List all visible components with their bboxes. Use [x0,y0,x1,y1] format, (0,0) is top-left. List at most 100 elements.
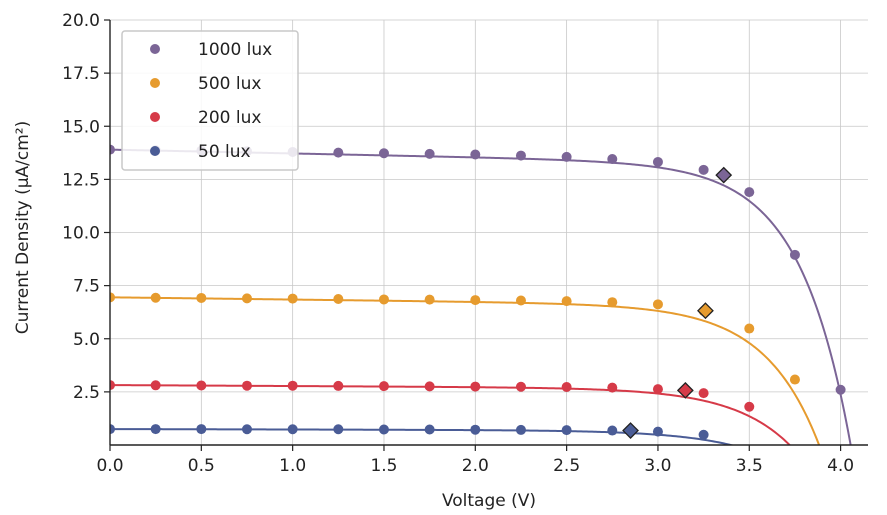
x-tick-label: 1.5 [370,456,397,476]
grid [109,19,868,445]
data-point [789,249,800,260]
legend-label-2: 200 lux [198,108,261,128]
data-point [378,294,389,305]
data-point [196,292,207,303]
y-tick-label: 17.5 [62,64,100,84]
legend: 1000 lux 500 lux 200 lux 50 lux [121,30,299,171]
y-tick-label: 15.0 [62,117,100,137]
data-point [424,381,435,392]
data-point [835,384,846,395]
data-point [241,293,252,304]
x-tick-label: 4.0 [827,456,854,476]
data-point [470,381,481,392]
legend-marker-3 [150,146,160,156]
x-tick-label: 2.5 [553,456,580,476]
data-point [196,380,207,391]
legend-box [121,30,299,171]
x-axis-label: Voltage (V) [442,491,536,511]
x-tick-label: 1.0 [279,456,306,476]
y-tick-label: 2.5 [73,383,100,403]
fit-curves [110,148,852,445]
data-point [744,187,755,198]
x-tick-labels: 0.0 0.5 1.0 1.5 2.0 2.5 3.0 3.5 4.0 [96,445,854,476]
data-point [378,148,389,159]
data-point [110,144,115,155]
y-tick-label: 5.0 [73,330,100,350]
x-tick-label: 2.0 [462,456,489,476]
data-point [561,381,572,392]
data-point [652,426,663,437]
x-tick-label: 0.5 [188,456,215,476]
data-point [333,424,344,435]
data-point [196,424,207,435]
data-point [333,294,344,305]
legend-label-1: 500 lux [198,74,261,94]
fit-curve-3 [110,428,735,445]
data-point [110,292,115,303]
data-point [287,380,298,391]
data-point [789,374,800,385]
mpp-marker-2 [676,381,694,399]
data-point [515,150,526,161]
data-point [744,323,755,334]
mpp-marker-1 [697,302,714,320]
data-point [607,297,618,308]
data-point [378,424,389,435]
fit-curve-0 [110,148,852,445]
data-point [744,401,755,412]
data-point [287,293,298,304]
data-point [561,425,572,436]
data-point [607,425,618,436]
data-point [698,388,709,399]
fit-curve-1 [110,296,821,445]
data-point [150,424,161,435]
data-point [241,424,252,435]
mpp-marker-3 [622,422,639,439]
data-point [241,380,252,391]
data-point [333,147,344,158]
legend-label-0: 1000 lux [198,40,272,60]
data-point [424,424,435,435]
fit-curve-2 [110,384,792,445]
x-tick-label: 3.5 [736,456,763,476]
data-point [698,164,709,175]
data-point [561,296,572,307]
y-tick-label: 7.5 [73,277,100,297]
x-tick-label: 3.0 [644,456,671,476]
data-point [150,380,161,391]
data-point [607,382,618,393]
y-axis-label: Current Density (µA/cm²) [13,121,33,334]
data-point [424,294,435,305]
data-point [378,381,389,392]
data-point [607,153,618,164]
legend-marker-2 [150,112,160,122]
y-tick-labels: 2.5 5.0 7.5 10.0 12.5 15.0 17.5 20.0 [62,11,110,403]
data-point [470,295,481,306]
data-point [515,295,526,306]
data-point [424,148,435,159]
data-point [652,384,663,395]
data-point [110,424,115,435]
data-point [561,151,572,162]
data-point [470,149,481,160]
data-point [287,424,298,435]
data-point [515,381,526,392]
data-point [333,380,344,391]
y-tick-label: 12.5 [62,170,100,190]
max-power-points [622,166,733,439]
data-point [470,424,481,435]
mpp-marker-0 [715,166,733,184]
legend-marker-0 [150,44,160,54]
data-point [652,156,663,167]
data-point [698,429,709,440]
legend-label-3: 50 lux [198,142,251,162]
y-tick-label: 20.0 [62,11,100,31]
y-tick-label: 10.0 [62,224,100,244]
data-point [652,299,663,310]
data-point [150,292,161,303]
legend-marker-1 [150,78,160,88]
data-point [110,380,115,391]
x-tick-label: 0.0 [96,456,123,476]
data-point [515,424,526,435]
